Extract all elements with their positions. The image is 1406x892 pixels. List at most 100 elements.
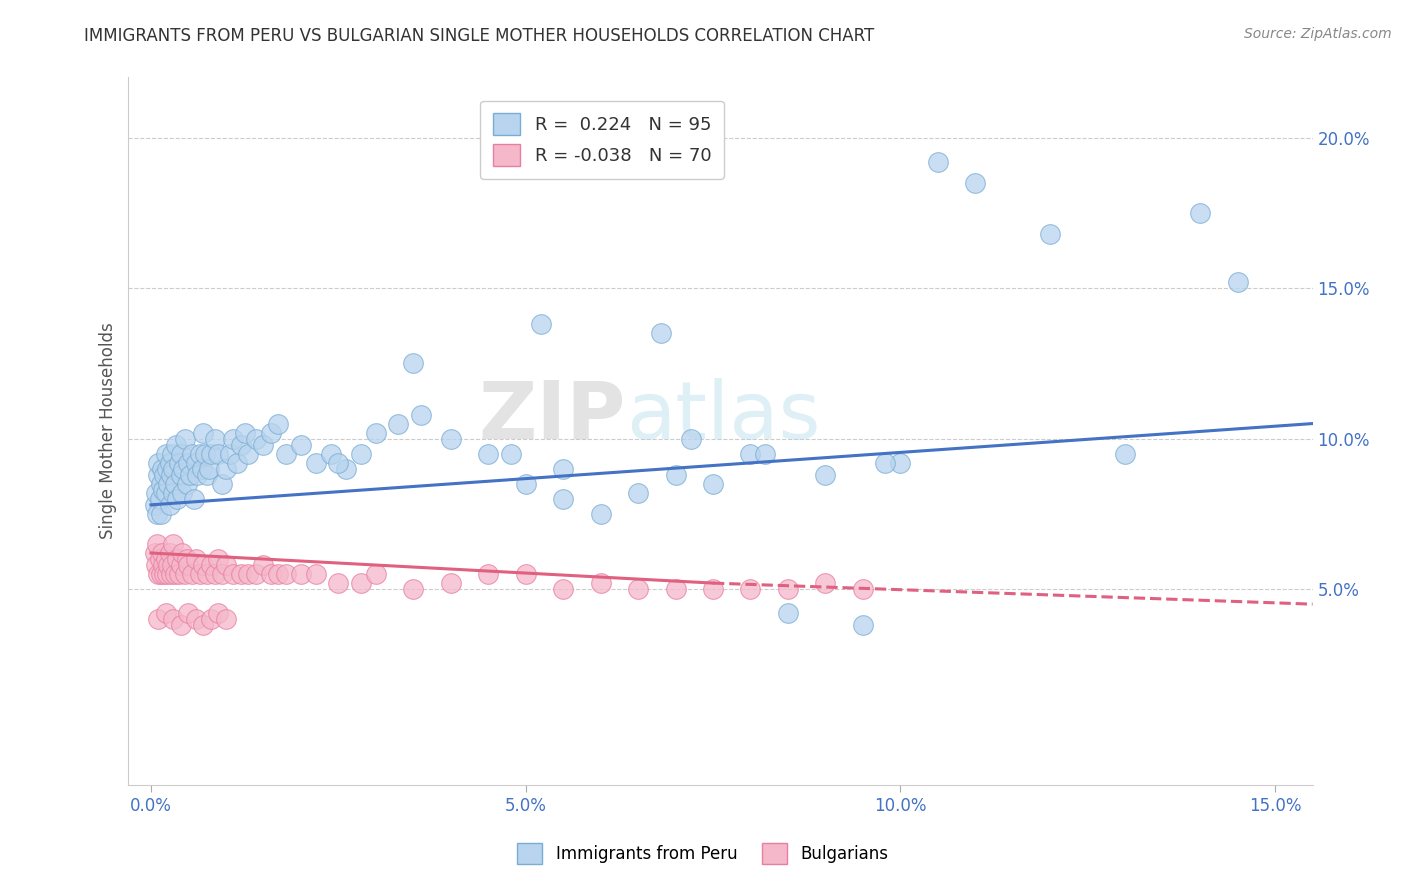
Point	[267, 567, 290, 582]
Point	[170, 467, 193, 482]
Point	[215, 461, 238, 475]
Point	[156, 461, 179, 475]
Point	[1039, 227, 1062, 241]
Point	[274, 567, 297, 582]
Point	[409, 408, 432, 422]
Point	[364, 567, 387, 582]
Point	[149, 507, 172, 521]
Point	[157, 476, 180, 491]
Point	[160, 447, 183, 461]
Point	[173, 567, 195, 582]
Point	[184, 552, 207, 566]
Point	[229, 437, 252, 451]
Point	[776, 606, 799, 620]
Point	[162, 537, 184, 551]
Point	[274, 447, 297, 461]
Point	[148, 612, 170, 626]
Point	[852, 618, 875, 632]
Point	[233, 425, 256, 440]
Point	[814, 576, 837, 591]
Point	[193, 425, 215, 440]
Legend: R =  0.224   N = 95, R = -0.038   N = 70: R = 0.224 N = 95, R = -0.038 N = 70	[481, 101, 724, 179]
Point	[148, 467, 170, 482]
Point	[207, 447, 229, 461]
Point	[222, 432, 245, 446]
Point	[1189, 206, 1212, 220]
Point	[149, 491, 172, 506]
Point	[172, 485, 194, 500]
Point	[204, 432, 226, 446]
Point	[162, 612, 184, 626]
Point	[162, 485, 184, 500]
Point	[181, 567, 204, 582]
Point	[589, 576, 612, 591]
Point	[157, 558, 180, 572]
Point	[664, 582, 686, 596]
Point	[319, 447, 342, 461]
Point	[1114, 447, 1136, 461]
Point	[183, 491, 205, 506]
Point	[218, 447, 240, 461]
Point	[702, 476, 724, 491]
Point	[776, 582, 799, 596]
Point	[169, 567, 191, 582]
Point	[145, 485, 167, 500]
Text: Source: ZipAtlas.com: Source: ZipAtlas.com	[1244, 27, 1392, 41]
Point	[650, 326, 672, 341]
Point	[149, 567, 172, 582]
Point	[159, 546, 181, 560]
Point	[440, 576, 463, 591]
Point	[170, 618, 193, 632]
Point	[172, 546, 194, 560]
Point	[193, 558, 215, 572]
Point	[181, 447, 204, 461]
Point	[156, 567, 179, 582]
Point	[328, 456, 350, 470]
Point	[207, 606, 229, 620]
Point	[170, 558, 193, 572]
Point	[184, 456, 207, 470]
Point	[155, 447, 177, 461]
Point	[211, 476, 233, 491]
Point	[162, 461, 184, 475]
Point	[350, 447, 373, 461]
Point	[260, 567, 283, 582]
Text: ZIP: ZIP	[478, 378, 626, 456]
Point	[163, 567, 186, 582]
Point	[875, 456, 897, 470]
Point	[150, 461, 173, 475]
Point	[965, 176, 987, 190]
Point	[160, 567, 183, 582]
Point	[163, 476, 186, 491]
Point	[177, 606, 200, 620]
Point	[186, 467, 208, 482]
Point	[211, 567, 233, 582]
Point	[515, 567, 537, 582]
Point	[252, 558, 274, 572]
Point	[204, 567, 226, 582]
Point	[159, 456, 181, 470]
Point	[245, 432, 267, 446]
Point	[238, 567, 260, 582]
Point	[245, 567, 267, 582]
Point	[169, 456, 191, 470]
Legend: Immigrants from Peru, Bulgarians: Immigrants from Peru, Bulgarians	[510, 837, 896, 871]
Text: IMMIGRANTS FROM PERU VS BULGARIAN SINGLE MOTHER HOUSEHOLDS CORRELATION CHART: IMMIGRANTS FROM PERU VS BULGARIAN SINGLE…	[84, 27, 875, 45]
Point	[530, 318, 553, 332]
Point	[179, 467, 201, 482]
Point	[477, 447, 499, 461]
Point	[143, 546, 166, 560]
Point	[153, 567, 176, 582]
Point	[200, 558, 222, 572]
Point	[499, 447, 522, 461]
Point	[290, 437, 312, 451]
Point	[222, 567, 245, 582]
Point	[627, 485, 650, 500]
Point	[149, 552, 172, 566]
Text: atlas: atlas	[626, 378, 820, 456]
Point	[305, 456, 328, 470]
Point	[177, 456, 200, 470]
Point	[172, 461, 194, 475]
Point	[195, 467, 218, 482]
Point	[145, 558, 167, 572]
